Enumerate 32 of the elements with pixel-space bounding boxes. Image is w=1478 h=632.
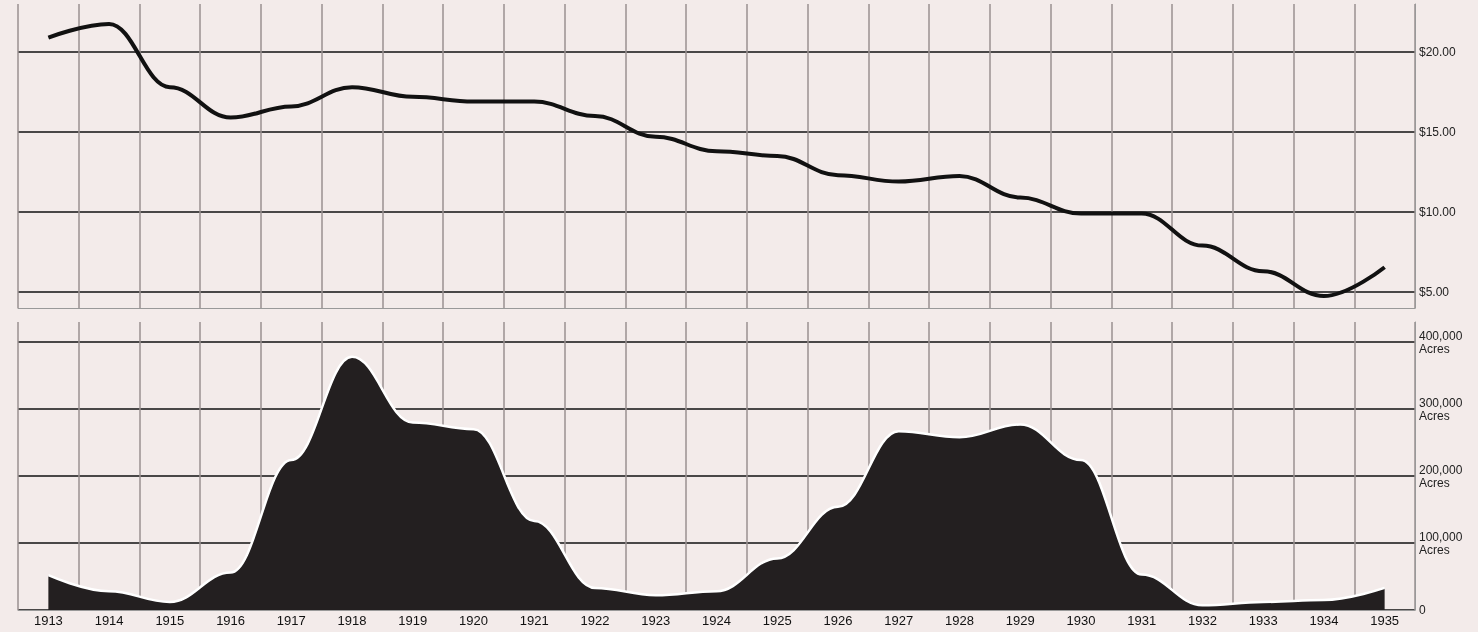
y-tick-label: $15.00 — [1419, 125, 1457, 139]
x-tick-label: 1922 — [580, 613, 610, 628]
x-tick-label: 1917 — [276, 613, 306, 628]
x-tick-label: 1926 — [823, 613, 853, 628]
y-tick-label: 200,000 Acres — [1419, 462, 1466, 490]
x-tick-label: 1929 — [1005, 613, 1035, 628]
y-tick-label: 0 — [1419, 603, 1426, 617]
x-tick-label: 1913 — [33, 613, 63, 628]
x-tick-label: 1920 — [459, 613, 488, 628]
x-tick-label: 1930 — [1066, 613, 1096, 628]
x-tick-label: 1925 — [762, 613, 792, 628]
x-tick-label: 1927 — [884, 613, 914, 628]
x-tick-label: 1921 — [519, 613, 549, 628]
y-tick-label: 100,000 Acres — [1419, 529, 1466, 557]
y-tick-label: $20.00 — [1419, 45, 1457, 59]
x-tick-label: 1935 — [1370, 613, 1400, 628]
x-tick-label: 1924 — [702, 613, 731, 628]
y-tick-label: 400,000 Acres — [1419, 328, 1466, 356]
x-tick-label: 1928 — [945, 613, 974, 628]
x-tick-label: 1916 — [216, 613, 246, 628]
x-tick-label: 1914 — [94, 613, 124, 628]
x-tick-label: 1931 — [1127, 613, 1157, 628]
x-tick-label: 1932 — [1187, 613, 1217, 628]
y-tick-label: $5.00 — [1419, 285, 1450, 299]
x-tick-label: 1933 — [1248, 613, 1278, 628]
y-tick-label: $10.00 — [1419, 205, 1457, 219]
x-tick-label: 1934 — [1309, 613, 1339, 628]
y-tick-label: 300,000 Acres — [1419, 395, 1466, 423]
x-tick-label: 1923 — [641, 613, 671, 628]
x-tick-label: 1919 — [398, 613, 428, 628]
x-tick-label: 1918 — [337, 613, 367, 628]
x-tick-label: 1915 — [155, 613, 185, 628]
